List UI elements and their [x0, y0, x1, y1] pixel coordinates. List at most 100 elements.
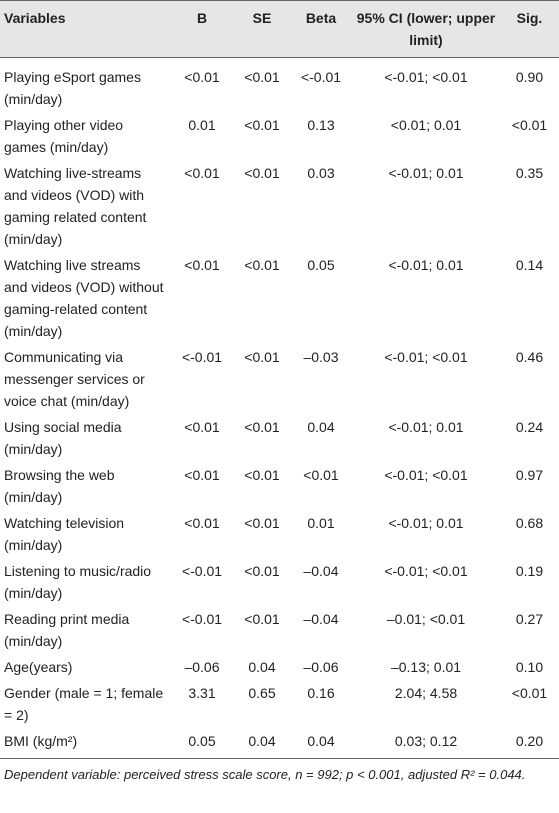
- value-cell: –0.01; <0.01: [386, 611, 466, 627]
- variable-cell: Age(years): [4, 659, 73, 675]
- value-cell: <-0.01: [300, 69, 342, 85]
- value-cell: 0.01: [307, 515, 335, 531]
- value-cell: <-0.01: [181, 563, 223, 579]
- value-cell: 0.20: [500, 728, 559, 759]
- variable-cell: Playing other video games (min/day): [4, 117, 124, 155]
- table-row: Age(years) –0.06 0.04 –0.06 –0.13; 0.01 0.10: [0, 654, 559, 680]
- value-cell: –0.06: [184, 659, 220, 675]
- value-cell: 0.04: [307, 419, 335, 435]
- value-cell: <-0.01; <0.01: [384, 349, 468, 365]
- value-cell: <0.01: [184, 419, 220, 435]
- value-cell: <-0.01: [181, 611, 223, 627]
- footnote: Dependent variable: perceived stress sca…: [4, 767, 526, 782]
- value-cell: –0.04: [303, 563, 339, 579]
- value-cell: <0.01: [244, 117, 280, 133]
- value-cell: <0.01: [184, 467, 220, 483]
- table-row: Watching live streams and videos (VOD) w…: [0, 252, 559, 344]
- value-cell: <0.01: [184, 165, 220, 181]
- value-cell: 0.27: [515, 611, 544, 627]
- value-cell: 0.05: [307, 257, 335, 273]
- value-cell: 2.04; 4.58: [394, 685, 458, 701]
- variable-cell: Reading print media (min/day): [4, 611, 130, 649]
- value-cell: <0.01: [244, 515, 280, 531]
- table-row: Watching television (min/day) <0.01 <0.01 0…: [0, 510, 559, 558]
- value-cell: 0.05: [170, 728, 234, 759]
- column-header: Variables: [0, 0, 170, 58]
- value-cell: <0.01: [244, 611, 280, 627]
- header-row: Variables B SE Beta 95% CI (lower; upper lim…: [0, 0, 559, 58]
- variable-cell: Watching live streams and videos (VOD) w…: [4, 257, 164, 339]
- value-cell: <-0.01; 0.01: [388, 419, 464, 435]
- value-cell: –0.06: [303, 659, 339, 675]
- variable-cell: Playing eSport games (min/day): [4, 69, 141, 107]
- value-cell: 0.65: [248, 685, 276, 701]
- variable-cell: Watching television (min/day): [4, 515, 125, 553]
- value-cell: <-0.01: [181, 349, 223, 365]
- table-row: Using social media (min/day) <0.01 <0.01 0.…: [0, 414, 559, 462]
- value-cell: –0.04: [303, 611, 339, 627]
- table-row: Playing other video games (min/day) 0.01 <…: [0, 112, 559, 160]
- value-cell: 0.14: [515, 257, 544, 273]
- value-cell: <0.01: [184, 515, 220, 531]
- table-row: Gender (male = 1; female = 2) 3.31 0.65 0.1…: [0, 680, 559, 728]
- column-header: Sig.: [500, 0, 559, 58]
- table-body: Playing eSport games (min/day) <0.01 <0.01…: [0, 58, 559, 759]
- value-cell: <0.01: [244, 563, 280, 579]
- variable-cell: Gender (male = 1; female = 2): [4, 685, 164, 723]
- value-cell: <0.01; 0.01: [390, 117, 462, 133]
- variable-cell: Browsing the web (min/day): [4, 467, 115, 505]
- value-cell: <-0.01; 0.01: [388, 515, 464, 531]
- value-cell: 0.97: [515, 467, 544, 483]
- value-cell: 0.68: [515, 515, 544, 531]
- table-row: Playing eSport games (min/day) <0.01 <0.01…: [0, 58, 559, 113]
- variable-cell: Communicating via messenger services or …: [4, 349, 145, 409]
- value-cell: <0.01: [303, 467, 339, 483]
- value-cell: <-0.01; 0.01: [388, 165, 464, 181]
- variable-cell: Watching live-streams and videos (VOD) w…: [4, 165, 147, 247]
- value-cell: <-0.01; 0.01: [388, 257, 464, 273]
- value-cell: 0.03: [307, 165, 335, 181]
- value-cell: 0.35: [515, 165, 544, 181]
- value-cell: <0.01: [511, 685, 548, 701]
- value-cell: <0.01: [244, 69, 280, 85]
- value-cell: <0.01: [184, 69, 220, 85]
- value-cell: 0.01: [188, 117, 216, 133]
- value-cell: <0.01: [244, 467, 280, 483]
- table-row: Reading print media (min/day) <-0.01 <0.01…: [0, 606, 559, 654]
- column-header: Beta: [290, 0, 352, 58]
- value-cell: 0.24: [515, 419, 544, 435]
- value-cell: 0.13: [307, 117, 335, 133]
- table-row: Communicating via messenger services or …: [0, 344, 559, 414]
- variable-cell: BMI (kg/m²): [0, 728, 170, 759]
- table-row: Listening to music/radio (min/day) <-0.01…: [0, 558, 559, 606]
- value-cell: <0.01: [184, 257, 220, 273]
- value-cell: <0.01: [244, 257, 280, 273]
- value-cell: <0.01: [244, 165, 280, 181]
- value-cell: 0.16: [307, 685, 335, 701]
- table-row: BMI (kg/m²) 0.05 0.04 0.04 0.03; 0.12 0.20: [0, 728, 559, 759]
- variable-cell: Listening to music/radio (min/day): [4, 563, 152, 601]
- value-cell: 0.90: [515, 69, 544, 85]
- value-cell: –0.13; 0.01: [390, 659, 462, 675]
- value-cell: 0.04: [234, 728, 290, 759]
- value-cell: 3.31: [188, 685, 216, 701]
- value-cell: <-0.01; <0.01: [384, 563, 468, 579]
- value-cell: <-0.01; <0.01: [384, 69, 468, 85]
- value-cell: <-0.01; <0.01: [384, 467, 468, 483]
- value-cell: 0.19: [515, 563, 544, 579]
- column-header: B: [170, 0, 234, 58]
- value-cell: –0.03: [303, 349, 339, 365]
- table-row: Watching live-streams and videos (VOD) w…: [0, 160, 559, 252]
- value-cell: 0.46: [515, 349, 544, 365]
- variable-cell: Using social media (min/day): [4, 419, 122, 457]
- value-cell: 0.03; 0.12: [352, 728, 500, 759]
- value-cell: <0.01: [244, 349, 280, 365]
- table-row: Browsing the web (min/day) <0.01 <0.01 <0.0…: [0, 462, 559, 510]
- value-cell: 0.04: [248, 659, 276, 675]
- value-cell: <0.01: [511, 117, 548, 133]
- value-cell: 0.10: [515, 659, 544, 675]
- column-header: 95% CI (lower; upper limit): [352, 0, 500, 58]
- results-table: Variables B SE Beta 95% CI (lower; upper lim…: [0, 0, 559, 759]
- value-cell: 0.04: [290, 728, 352, 759]
